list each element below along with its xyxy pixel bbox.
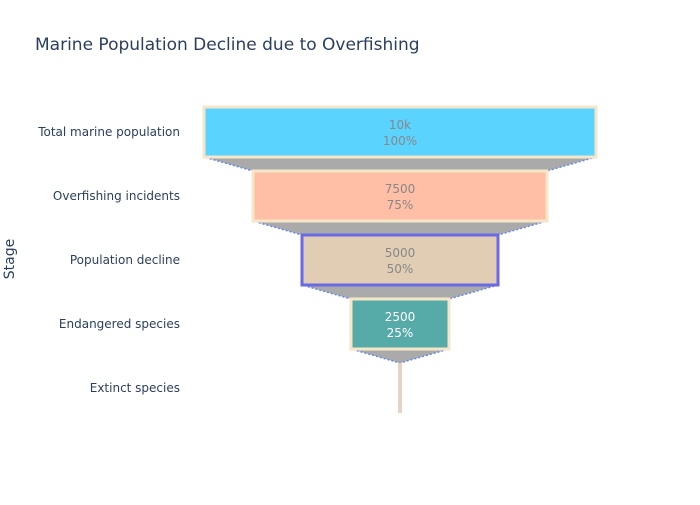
bar-value-label: 7500 <box>385 182 416 196</box>
chart-title: Marine Population Decline due to Overfis… <box>35 35 420 55</box>
bar-value-label: 10k <box>389 118 411 132</box>
category-label: Population decline <box>70 253 180 267</box>
funnel-connector <box>301 284 499 300</box>
category-label: Endangered species <box>59 317 180 331</box>
category-label: Extinct species <box>90 381 180 395</box>
funnel-connector <box>252 220 548 236</box>
category-label: Total marine population <box>37 125 180 139</box>
funnel-bar <box>398 363 402 413</box>
bar-percent-label: 50% <box>387 262 414 276</box>
funnel-bar <box>349 297 451 351</box>
funnel-bar <box>300 233 500 287</box>
bar-value-label: 5000 <box>385 246 416 260</box>
bar-percent-label: 100% <box>383 134 417 148</box>
funnel-connector <box>203 156 597 172</box>
funnel-bar <box>251 169 549 223</box>
bar-value-label: 2500 <box>385 310 416 324</box>
category-label: Overfishing incidents <box>53 189 180 203</box>
bar-percent-label: 75% <box>387 198 414 212</box>
funnel-connector <box>350 348 450 364</box>
funnel-bar <box>202 105 598 159</box>
funnel-group: Total marine population 10k 100% Overfishin… <box>37 105 598 413</box>
bar-percent-label: 25% <box>387 326 414 340</box>
y-axis-label: Stage <box>2 239 18 279</box>
